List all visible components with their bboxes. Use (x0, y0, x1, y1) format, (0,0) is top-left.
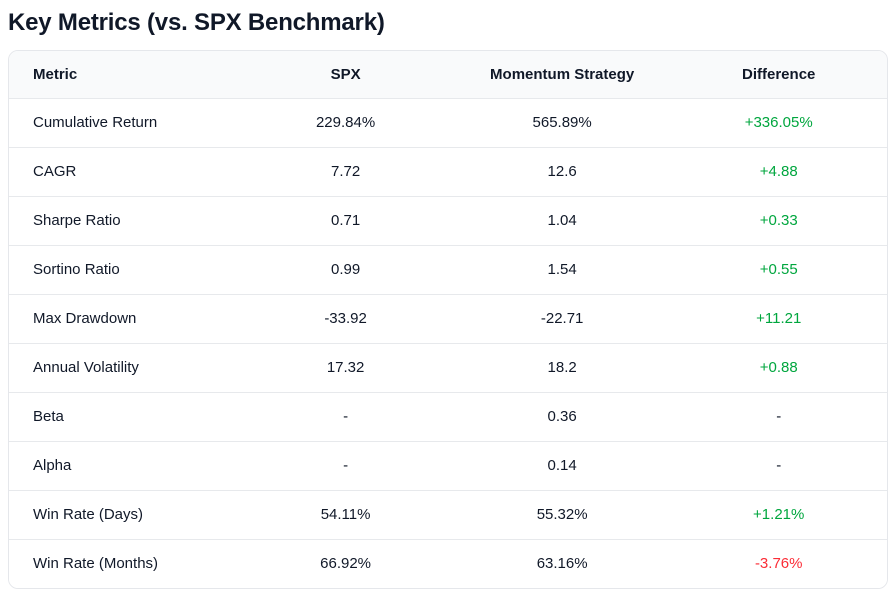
metric-name-cell: Sortino Ratio (9, 245, 238, 295)
spx-value-cell: - (237, 441, 454, 491)
metric-name-cell: Win Rate (Months) (9, 539, 238, 588)
metric-name-cell: Cumulative Return (9, 98, 238, 148)
metric-name-cell: Alpha (9, 441, 238, 491)
table-row: Max Drawdown -33.92 -22.71 +11.21 (9, 294, 887, 344)
momentum-value-cell: 0.14 (453, 441, 671, 491)
table-row: Win Rate (Months) 66.92% 63.16% -3.76% (9, 539, 887, 588)
table-row: Beta - 0.36 - (9, 392, 887, 442)
table-row: Sharpe Ratio 0.71 1.04 +0.33 (9, 196, 887, 246)
difference-value-cell: +0.88 (670, 343, 887, 393)
table-row: Win Rate (Days) 54.11% 55.32% +1.21% (9, 490, 887, 540)
momentum-value-cell: -22.71 (453, 294, 671, 344)
momentum-value-cell: 565.89% (453, 98, 671, 148)
difference-value-cell: - (670, 441, 887, 491)
metrics-table: Metric SPX Momentum Strategy Difference … (8, 50, 888, 589)
column-header-difference: Difference (670, 51, 887, 99)
spx-value-cell: 17.32 (237, 343, 454, 393)
table-row: Cumulative Return 229.84% 565.89% +336.0… (9, 98, 887, 148)
column-header-metric: Metric (9, 51, 238, 99)
difference-value-cell: +0.55 (670, 245, 887, 295)
table-header: Metric SPX Momentum Strategy Difference (9, 51, 887, 99)
difference-value-cell: +4.88 (670, 147, 887, 197)
spx-value-cell: 7.72 (237, 147, 454, 197)
table-row: CAGR 7.72 12.6 +4.88 (9, 147, 887, 197)
momentum-value-cell: 18.2 (453, 343, 671, 393)
column-header-spx: SPX (237, 51, 454, 99)
table-body: Cumulative Return 229.84% 565.89% +336.0… (9, 98, 887, 588)
key-metrics-table: Metric SPX Momentum Strategy Difference … (9, 51, 887, 588)
spx-value-cell: 66.92% (237, 539, 454, 588)
column-header-momentum-strategy: Momentum Strategy (453, 51, 671, 99)
difference-value-cell: +0.33 (670, 196, 887, 246)
spx-value-cell: - (237, 392, 454, 442)
difference-value-cell: - (670, 392, 887, 442)
metric-name-cell: Annual Volatility (9, 343, 238, 393)
table-row: Alpha - 0.14 - (9, 441, 887, 491)
difference-value-cell: +1.21% (670, 490, 887, 540)
metric-name-cell: Win Rate (Days) (9, 490, 238, 540)
metric-name-cell: Sharpe Ratio (9, 196, 238, 246)
metric-name-cell: Beta (9, 392, 238, 442)
momentum-value-cell: 1.04 (453, 196, 671, 246)
momentum-value-cell: 63.16% (453, 539, 671, 588)
table-row: Annual Volatility 17.32 18.2 +0.88 (9, 343, 887, 393)
difference-value-cell: +336.05% (670, 98, 887, 148)
momentum-value-cell: 1.54 (453, 245, 671, 295)
metrics-section: Key Metrics (vs. SPX Benchmark) Metric S… (8, 8, 888, 589)
metric-name-cell: Max Drawdown (9, 294, 238, 344)
spx-value-cell: 0.99 (237, 245, 454, 295)
momentum-value-cell: 12.6 (453, 147, 671, 197)
header-row: Metric SPX Momentum Strategy Difference (9, 51, 887, 99)
spx-value-cell: 0.71 (237, 196, 454, 246)
section-title: Key Metrics (vs. SPX Benchmark) (8, 9, 385, 36)
difference-value-cell: +11.21 (670, 294, 887, 344)
momentum-value-cell: 55.32% (453, 490, 671, 540)
spx-value-cell: 54.11% (237, 490, 454, 540)
spx-value-cell: 229.84% (237, 98, 454, 148)
difference-value-cell: -3.76% (670, 539, 887, 588)
table-row: Sortino Ratio 0.99 1.54 +0.55 (9, 245, 887, 295)
metric-name-cell: CAGR (9, 147, 238, 197)
momentum-value-cell: 0.36 (453, 392, 671, 442)
spx-value-cell: -33.92 (237, 294, 454, 344)
